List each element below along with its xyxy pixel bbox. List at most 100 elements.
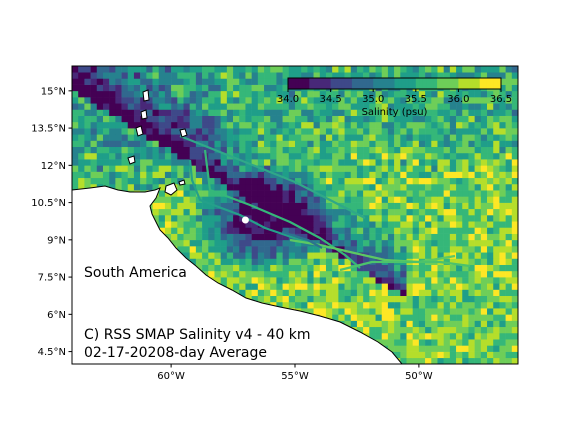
salinity-cell [158, 202, 166, 210]
salinity-cell [133, 115, 141, 123]
salinity-cell [400, 177, 407, 185]
salinity-cell [72, 134, 79, 141]
salinity-cell [72, 97, 79, 104]
salinity-cell [177, 171, 184, 179]
salinity-cell [164, 202, 172, 210]
salinity-cell [325, 146, 333, 154]
salinity-cell [90, 109, 98, 116]
salinity-cell [437, 190, 444, 197]
salinity-cell [158, 97, 166, 104]
salinity-cell [437, 227, 444, 234]
salinity-cell [356, 283, 364, 290]
salinity-cell [474, 97, 482, 104]
salinity-cell [493, 264, 500, 272]
salinity-cell [412, 190, 420, 197]
salinity-cell [406, 277, 413, 284]
salinity-cell [202, 177, 209, 185]
salinity-cell [226, 183, 234, 191]
salinity-cell [189, 227, 197, 234]
salinity-cell [499, 128, 506, 135]
salinity-cell [313, 215, 321, 222]
salinity-cell [127, 152, 135, 160]
salinity-cell [233, 109, 240, 116]
salinity-cell [146, 159, 153, 166]
salinity-cell [425, 308, 432, 315]
salinity-cell [164, 221, 172, 228]
salinity-cell [288, 109, 296, 116]
salinity-cell [387, 246, 395, 253]
salinity-cell [313, 283, 321, 290]
salinity-cell [276, 152, 283, 160]
salinity-cell [276, 115, 283, 123]
salinity-cell [480, 301, 488, 309]
salinity-cell [369, 152, 376, 160]
salinity-cell [338, 277, 345, 284]
salinity-cell [276, 109, 283, 116]
salinity-cell [406, 339, 413, 346]
salinity-cell [394, 146, 401, 154]
salinity-cell [487, 301, 494, 309]
salinity-cell [276, 283, 283, 290]
salinity-cell [214, 171, 221, 179]
salinity-cell [511, 264, 518, 272]
salinity-cell [288, 301, 296, 309]
salinity-cell [264, 72, 271, 79]
salinity-cell [202, 190, 209, 197]
salinity-cell [387, 277, 395, 284]
colorbar-segment [362, 78, 367, 89]
salinity-cell [282, 121, 290, 129]
salinity-cell [350, 295, 358, 303]
salinity-cell [431, 90, 438, 98]
salinity-cell [394, 159, 401, 166]
salinity-cell [220, 128, 228, 135]
salinity-cell [487, 326, 494, 334]
salinity-cell [301, 258, 308, 265]
salinity-cell [189, 97, 197, 104]
salinity-cell [443, 190, 451, 197]
salinity-cell [313, 140, 321, 148]
salinity-cell [78, 84, 85, 92]
salinity-cell [499, 264, 506, 272]
salinity-cell [233, 283, 240, 290]
salinity-cell [505, 295, 513, 303]
salinity-cell [202, 159, 209, 166]
salinity-cell [462, 109, 469, 116]
salinity-cell [437, 196, 444, 203]
salinity-cell [270, 152, 277, 160]
salinity-cell [363, 233, 370, 241]
salinity-cell [493, 301, 500, 309]
salinity-cell [307, 103, 314, 110]
salinity-cell [468, 208, 475, 216]
salinity-cell [121, 140, 129, 148]
salinity-cell [499, 289, 506, 297]
salinity-cell [214, 177, 221, 185]
salinity-cell [195, 146, 203, 154]
salinity-cell [109, 115, 116, 123]
salinity-cell [369, 246, 376, 253]
salinity-cell [171, 196, 178, 203]
salinity-cell [493, 128, 500, 135]
salinity-cell [431, 190, 438, 197]
salinity-cell [338, 258, 345, 265]
salinity-cell [425, 215, 432, 222]
salinity-cell [443, 258, 451, 265]
salinity-cell [214, 258, 221, 265]
salinity-cell [251, 72, 259, 79]
lat-tick-label: 13.5°N [31, 124, 66, 135]
salinity-cell [226, 227, 234, 234]
salinity-cell [462, 165, 469, 172]
salinity-cell [425, 332, 432, 340]
salinity-cell [468, 277, 475, 284]
salinity-cell [381, 159, 389, 166]
salinity-cell [208, 239, 215, 247]
salinity-cell [319, 140, 327, 148]
salinity-cell [468, 165, 475, 172]
salinity-cell [418, 283, 426, 290]
salinity-cell [505, 183, 513, 191]
salinity-cell [511, 190, 518, 197]
salinity-cell [264, 165, 271, 172]
salinity-cell [350, 283, 358, 290]
salinity-cell [220, 171, 228, 179]
salinity-cell [487, 97, 494, 104]
salinity-cell [449, 314, 457, 321]
